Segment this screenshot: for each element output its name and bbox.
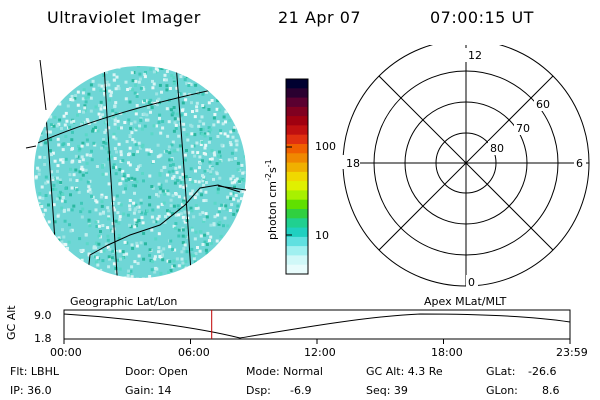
glat-value: -26.6 bbox=[528, 365, 557, 378]
timeline-left-label: Geographic Lat/Lon bbox=[70, 295, 178, 308]
colorbar-label-10: 10 bbox=[315, 229, 329, 242]
colorbar-segment bbox=[286, 134, 308, 145]
colorbar-label-100: 100 bbox=[315, 140, 336, 153]
colorbar-segment bbox=[286, 106, 308, 117]
colorbar-unit-label: photon cm-2s-1 bbox=[264, 159, 279, 240]
polar-ring-label-80: 80 bbox=[490, 142, 504, 155]
glon-label: GLon: bbox=[486, 384, 518, 397]
filter-info: Flt: LBHL bbox=[10, 365, 59, 378]
colorbar-segment bbox=[286, 79, 308, 89]
timeline-y-top: 9.0 bbox=[34, 309, 52, 322]
timeline-frame bbox=[63, 309, 571, 340]
timeline-axis-title: GC Alt bbox=[5, 305, 18, 340]
colorbar-segment bbox=[286, 181, 308, 191]
colorbar-segment bbox=[286, 144, 308, 154]
door-info: Door: Open bbox=[125, 365, 188, 378]
uv-image-panel bbox=[25, 59, 247, 278]
mode-info: Mode: Normal bbox=[246, 365, 323, 378]
timeline-tick-1200: 12:00 bbox=[304, 346, 336, 359]
polar-label-right: 6 bbox=[576, 157, 583, 170]
colorbar-segment bbox=[286, 264, 308, 275]
svg-text:photon cm-2s-1: photon cm-2s-1 bbox=[264, 159, 279, 240]
colorbar: photon cm-2s-1 bbox=[264, 78, 309, 275]
colorbar-segment bbox=[286, 255, 308, 266]
colorbar-segment bbox=[286, 125, 308, 136]
gc-alt-info: GC Alt: 4.3 Re bbox=[366, 365, 443, 378]
colorbar-segment bbox=[286, 246, 308, 256]
colorbar-segment bbox=[286, 190, 308, 201]
polar-diagonal-2 bbox=[378, 75, 554, 251]
altitude-timeline: GC Alt 9.0 1.8 bbox=[5, 305, 571, 345]
uv-intensity-disk bbox=[34, 66, 246, 278]
polar-ring-label-60: 60 bbox=[536, 98, 550, 111]
polar-label-top: 12 bbox=[468, 49, 482, 62]
colorbar-segment bbox=[286, 162, 308, 173]
timeline-tick-0000: 00:00 bbox=[50, 346, 82, 359]
colorbar-segment bbox=[286, 209, 308, 219]
timeline-tick-0600: 06:00 bbox=[178, 346, 210, 359]
colorbar-segment bbox=[286, 116, 308, 126]
colorbar-segment bbox=[286, 153, 308, 164]
polar-label-left: 18 bbox=[346, 157, 360, 170]
ip-info: IP: 36.0 bbox=[10, 384, 52, 397]
colorbar-segment bbox=[286, 171, 308, 182]
timeline-tick-2359: 23:59 bbox=[556, 346, 588, 359]
colorbar-frame bbox=[285, 78, 309, 275]
colorbar-segment bbox=[286, 199, 308, 210]
polar-plot: 12 18 6 0 60 70 80 bbox=[340, 45, 590, 289]
instrument-title: Ultraviolet Imager bbox=[47, 8, 201, 27]
colorbar-segment bbox=[286, 97, 308, 108]
gain-info: Gain: 14 bbox=[125, 384, 172, 397]
time-label: 07:00:15 UT bbox=[430, 8, 534, 27]
glon-value: 8.6 bbox=[542, 384, 560, 397]
dsp-label: Dsp: bbox=[246, 384, 271, 397]
timeline-right-label: Apex MLat/MLT bbox=[424, 295, 507, 308]
grid-extensions bbox=[25, 59, 247, 191]
polar-label-bottom: 0 bbox=[468, 276, 475, 289]
altitude-curve bbox=[63, 313, 571, 339]
polar-ring-label-70: 70 bbox=[516, 122, 530, 135]
colorbar-segment bbox=[286, 227, 308, 238]
colorbar-segment bbox=[286, 218, 308, 229]
colorbar-segment bbox=[286, 236, 308, 247]
timeline-y-bottom: 1.8 bbox=[34, 332, 52, 345]
colorbar-segment bbox=[286, 88, 308, 99]
dsp-value: -6.9 bbox=[290, 384, 312, 397]
timeline-tick-1800: 18:00 bbox=[431, 346, 463, 359]
glat-label: GLat: bbox=[486, 365, 516, 378]
date-label: 21 Apr 07 bbox=[278, 8, 362, 27]
seq-info: Seq: 39 bbox=[366, 384, 408, 397]
